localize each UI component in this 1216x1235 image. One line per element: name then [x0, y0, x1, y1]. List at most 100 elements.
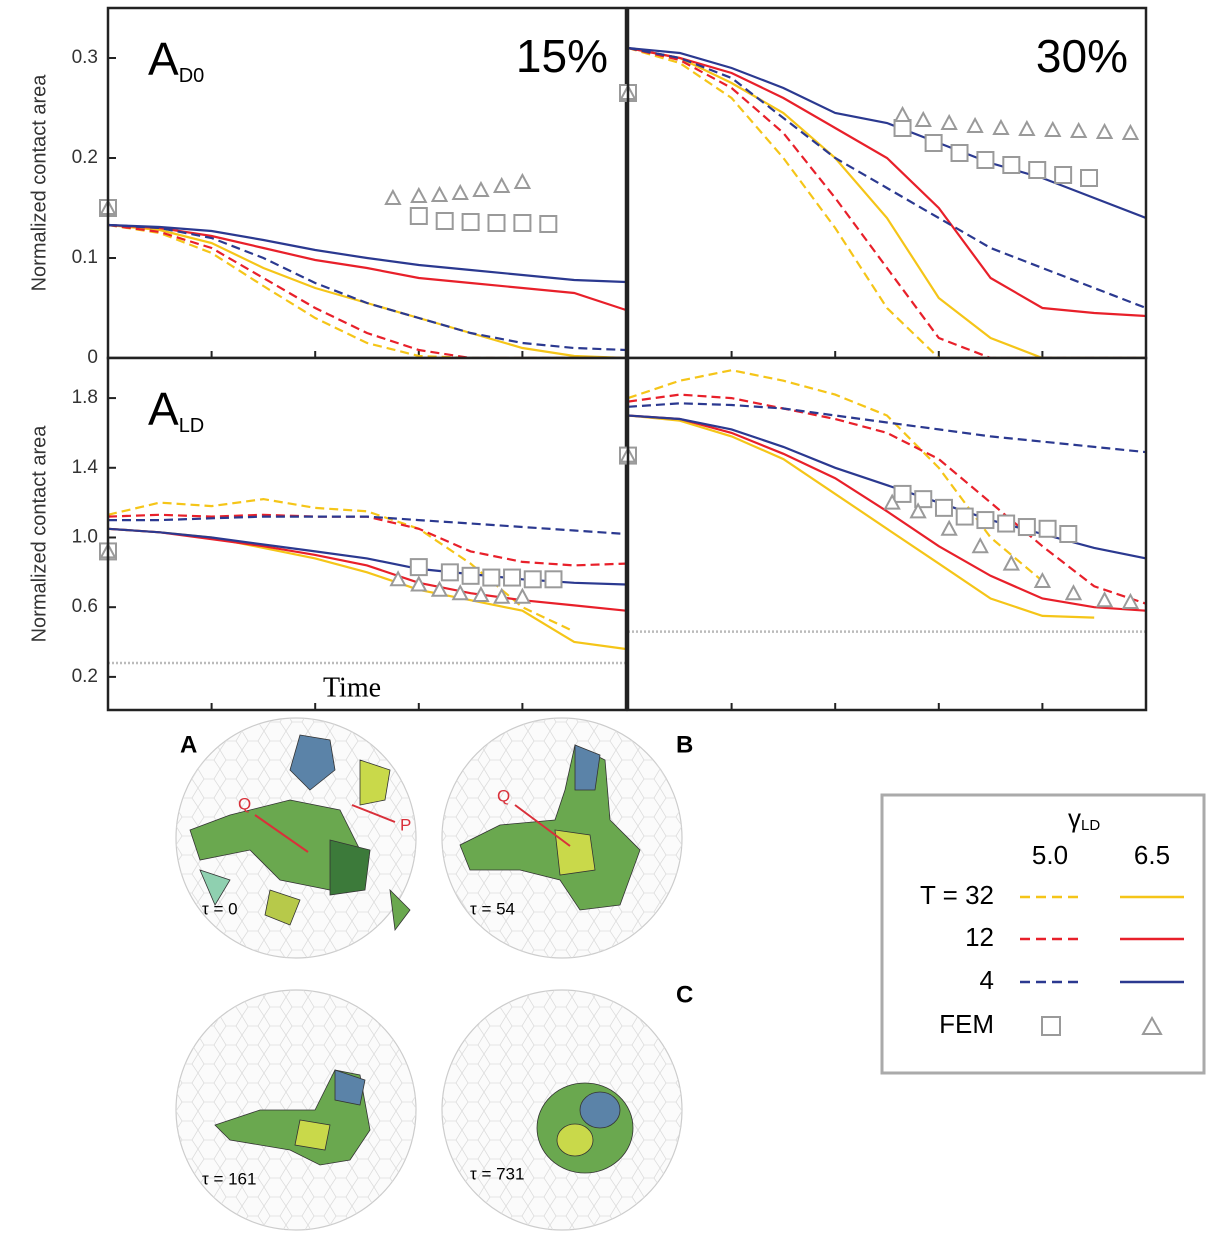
fem-square	[955, 507, 974, 526]
fem-triangle	[493, 587, 511, 604]
fem-square	[893, 484, 912, 503]
fem-triangle	[1044, 120, 1062, 137]
legend: γLD 5.0 6.5 T = 32 12 4 FEM	[880, 793, 1206, 1075]
panel-label-main: A	[148, 33, 179, 85]
fem-triangle	[1095, 122, 1114, 139]
y-tick-label: 0.1	[72, 247, 98, 268]
legend-title-main: γ	[1068, 803, 1081, 833]
series-line	[107, 223, 627, 352]
fem-square	[539, 215, 558, 233]
annotation: 15%	[516, 30, 608, 82]
annotation: 30%	[1036, 30, 1128, 82]
plot-area	[108, 8, 626, 358]
fem-square	[513, 214, 532, 232]
legend-column: 6.5	[1134, 840, 1170, 870]
legend-row: T = 32	[920, 880, 994, 910]
y-axis-label: Normalized contact area	[28, 425, 50, 643]
frame-label: τ = 54	[470, 899, 515, 918]
legend-title: γLD	[1068, 803, 1100, 834]
fem-square	[914, 490, 933, 509]
series-line	[627, 46, 1147, 220]
series-line	[627, 46, 1147, 310]
fem-square	[409, 558, 428, 577]
panel	[619, 356, 1148, 712]
fem-triangle	[966, 116, 984, 133]
fem-square	[997, 514, 1016, 533]
fem-triangle	[472, 180, 490, 197]
y-tick-label: 0.6	[72, 596, 98, 617]
fem-square	[461, 213, 480, 231]
fem-square	[409, 207, 428, 225]
panel: 30%	[619, 6, 1148, 360]
series-line	[107, 223, 626, 360]
frame-label: τ = 161	[202, 1169, 256, 1188]
fem-triangle	[940, 113, 958, 130]
fem-triangle	[430, 185, 449, 202]
series-line	[627, 402, 1147, 454]
fem-square	[523, 570, 542, 589]
fem-triangle	[914, 110, 932, 127]
fem-square	[976, 511, 995, 530]
y-tick-label: 1.0	[72, 527, 98, 548]
panel-label: ALD	[148, 383, 204, 437]
fem-triangle	[909, 502, 927, 519]
panel: 0.2 0.6 1.0 1.4 1.8 ALD Normalized contact are…	[28, 356, 628, 712]
fem-square	[435, 212, 454, 230]
x-axis-label: Time	[323, 672, 381, 703]
fem-square	[924, 134, 943, 152]
series-line	[627, 369, 1044, 582]
fem-square	[503, 568, 522, 587]
fem-triangle	[1121, 123, 1140, 140]
panel-label-sub: LD	[179, 415, 205, 437]
series-line	[107, 223, 627, 284]
fem-square	[1028, 161, 1047, 179]
series-line	[107, 527, 627, 612]
fem-triangle	[992, 118, 1010, 135]
fem-triangle	[451, 183, 469, 200]
fem-square	[1002, 156, 1021, 174]
series-line	[627, 46, 1146, 360]
frame-label: τ = 731	[470, 1164, 524, 1183]
frame-label: τ = 0	[202, 899, 238, 918]
fem-triangle	[513, 172, 532, 189]
panel-label-main: A	[148, 383, 179, 435]
panel-label: AD0	[148, 33, 204, 87]
series-line	[627, 414, 1147, 612]
panel-label: C	[676, 981, 693, 1008]
fem-triangle	[430, 580, 449, 597]
charts: 00.10.20.3 AD0 15%Normalized contact area3…	[28, 6, 1148, 712]
y-tick-label: 0.3	[72, 47, 98, 68]
fem-square	[487, 214, 506, 232]
fem-square	[1080, 169, 1099, 187]
panel: 0 0.1 0.2 0.3 AD0 15% Normalized contact area	[28, 6, 628, 368]
cell-cluster	[189, 734, 641, 1174]
simulation-frames: A B C Q P Q τ = 0 τ = 54 τ = 161 τ = 731	[175, 717, 693, 1231]
legend-row: 12	[965, 922, 994, 952]
fem-triangle	[410, 186, 428, 203]
fem-triangle	[971, 537, 989, 554]
legend-row: 4	[980, 965, 994, 995]
fem-triangle	[513, 587, 532, 604]
panel-frame	[626, 356, 1148, 712]
fem-triangle	[1033, 571, 1052, 589]
series-line	[107, 223, 627, 312]
fem-square	[950, 144, 969, 162]
fem-square	[440, 563, 459, 582]
fem-square	[893, 119, 912, 137]
panel-label: A	[180, 731, 197, 758]
marker-label: P	[400, 815, 411, 834]
panel-label-sub: D0	[179, 65, 205, 87]
fem-triangle	[410, 575, 428, 592]
series-line	[627, 46, 1147, 318]
legend-row: FEM	[939, 1009, 994, 1039]
panel-frame	[106, 356, 628, 712]
fem-triangle	[472, 585, 490, 602]
fem-triangle	[1064, 584, 1083, 601]
y-tick-label: 0.2	[72, 666, 98, 687]
series-line	[627, 393, 1147, 605]
fem-triangle	[389, 570, 407, 587]
fem-square	[1054, 166, 1073, 184]
fem-square	[934, 498, 953, 517]
marker-label: Q	[238, 794, 251, 813]
plot-area	[108, 358, 626, 710]
